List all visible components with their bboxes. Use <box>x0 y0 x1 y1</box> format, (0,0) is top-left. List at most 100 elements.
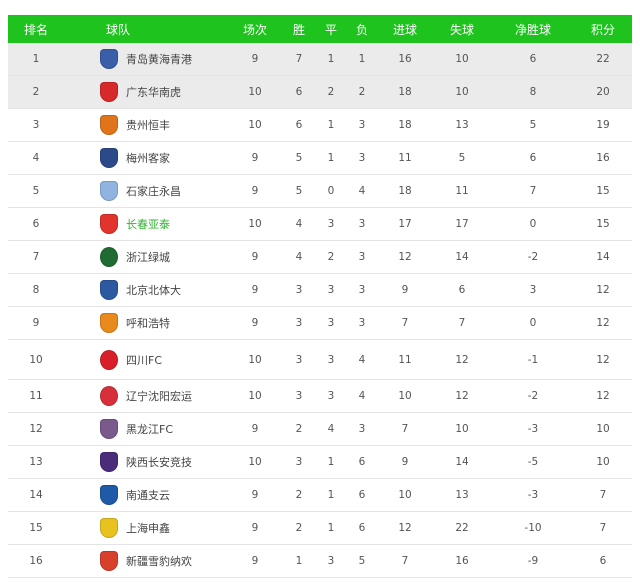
goals-for-cell: 18 <box>398 185 412 197</box>
table-row[interactable]: 13 10 3 1 6 9 14 -5 10 陕西长安竞技 <box>8 446 632 479</box>
losses-cell: 6 <box>358 489 366 501</box>
team-name[interactable]: 黑龙江FC <box>126 423 174 436</box>
team-cell: 青岛黄海青港 <box>100 43 192 75</box>
table-row[interactable]: 12 9 2 4 3 7 10 -3 10 黑龙江FC <box>8 413 632 446</box>
team-name[interactable]: 青岛黄海青港 <box>126 53 192 66</box>
team-name[interactable]: 梅州客家 <box>126 152 170 165</box>
table-row[interactable]: 7 9 4 2 3 12 14 -2 14 浙江绿城 <box>8 241 632 274</box>
rank-cell: 15 <box>29 522 43 534</box>
goals-against-cell: 14 <box>455 456 469 468</box>
header-goals-against[interactable]: 失球 <box>449 22 475 37</box>
team-name[interactable]: 长春亚泰 <box>126 218 170 231</box>
team-cell: 黑龙江FC <box>100 413 173 445</box>
table-row[interactable]: 15 9 2 1 6 12 22 -10 7 上海申鑫 <box>8 512 632 545</box>
table-row[interactable]: 16 9 1 3 5 7 16 -9 6 新疆雪豹纳欢 <box>8 545 632 578</box>
losses-cell: 3 <box>358 119 366 131</box>
team-name[interactable]: 贵州恒丰 <box>126 119 170 132</box>
team-name[interactable]: 呼和浩特 <box>126 317 170 330</box>
rank-cell: 1 <box>32 53 40 65</box>
goals-for-cell: 12 <box>398 522 412 534</box>
team-logo-icon <box>100 115 118 135</box>
header-draws[interactable]: 平 <box>324 22 338 37</box>
table-row[interactable]: 9 9 3 3 3 7 7 0 12 呼和浩特 <box>8 307 632 340</box>
wins-cell: 3 <box>295 390 303 402</box>
team-cell: 上海申鑫 <box>100 512 170 544</box>
team-logo-icon <box>100 247 118 267</box>
goal-diff-cell: 8 <box>529 86 537 98</box>
wins-cell: 5 <box>295 185 303 197</box>
losses-cell: 3 <box>358 152 366 164</box>
table-row[interactable]: 10 10 3 3 4 11 12 -1 12 四川FC <box>8 340 632 380</box>
losses-cell: 3 <box>358 251 366 263</box>
rank-cell: 13 <box>29 456 43 468</box>
goal-diff-cell: -1 <box>527 353 539 366</box>
points-cell: 15 <box>596 185 610 197</box>
played-cell: 9 <box>251 522 259 534</box>
draws-cell: 1 <box>327 152 335 164</box>
wins-cell: 6 <box>295 119 303 131</box>
played-cell: 10 <box>248 119 262 131</box>
table-row[interactable]: 6 10 4 3 3 17 17 0 15 长春亚泰 <box>8 208 632 241</box>
header-losses[interactable]: 负 <box>355 22 369 37</box>
team-name[interactable]: 南通支云 <box>126 489 170 502</box>
points-cell: 16 <box>596 152 610 164</box>
points-cell: 20 <box>596 86 610 98</box>
table-row[interactable]: 8 9 3 3 3 9 6 3 12 北京北体大 <box>8 274 632 307</box>
team-logo-icon <box>100 49 118 69</box>
table-row[interactable]: 14 9 2 1 6 10 13 -3 7 南通支云 <box>8 479 632 512</box>
table-row[interactable]: 4 9 5 1 3 11 5 6 16 梅州客家 <box>8 142 632 175</box>
team-logo-icon <box>100 518 118 538</box>
goals-for-cell: 10 <box>398 489 412 501</box>
draws-cell: 3 <box>327 390 335 402</box>
points-cell: 7 <box>599 489 607 501</box>
draws-cell: 3 <box>327 353 335 366</box>
points-cell: 10 <box>596 423 610 435</box>
goal-diff-cell: 7 <box>529 185 537 197</box>
team-name[interactable]: 陕西长安竞技 <box>126 456 192 469</box>
header-points[interactable]: 积分 <box>590 22 616 37</box>
goals-against-cell: 17 <box>455 218 469 230</box>
goal-diff-cell: 5 <box>529 119 537 131</box>
losses-cell: 4 <box>358 353 366 366</box>
points-cell: 15 <box>596 218 610 230</box>
team-name[interactable]: 四川FC <box>126 353 163 367</box>
rank-cell: 11 <box>29 390 43 402</box>
header-played[interactable]: 场次 <box>242 22 268 37</box>
draws-cell: 1 <box>327 119 335 131</box>
goals-for-cell: 9 <box>401 284 409 296</box>
team-cell: 陕西长安竞技 <box>100 446 192 478</box>
played-cell: 9 <box>251 152 259 164</box>
header-goals-for[interactable]: 进球 <box>392 22 418 37</box>
wins-cell: 7 <box>295 53 303 65</box>
header-team[interactable]: 球队 <box>106 22 131 37</box>
goals-for-cell: 11 <box>398 353 412 366</box>
played-cell: 9 <box>251 251 259 263</box>
points-cell: 14 <box>596 251 610 263</box>
goals-against-cell: 12 <box>455 353 469 366</box>
team-name[interactable]: 北京北体大 <box>126 284 181 297</box>
table-row[interactable]: 1 9 7 1 1 16 10 6 22 青岛黄海青港 <box>8 43 632 76</box>
table-row[interactable]: 3 10 6 1 3 18 13 5 19 贵州恒丰 <box>8 109 632 142</box>
table-row[interactable]: 11 10 3 3 4 10 12 -2 12 辽宁沈阳宏运 <box>8 380 632 413</box>
team-name[interactable]: 广东华南虎 <box>126 86 181 99</box>
team-name[interactable]: 浙江绿城 <box>126 251 170 264</box>
header-goal-diff[interactable]: 净胜球 <box>514 22 552 37</box>
points-cell: 6 <box>599 555 607 567</box>
played-cell: 9 <box>251 489 259 501</box>
table-row[interactable]: 2 10 6 2 2 18 10 8 20 广东华南虎 <box>8 76 632 109</box>
wins-cell: 2 <box>295 522 303 534</box>
team-name[interactable]: 新疆雪豹纳欢 <box>126 555 192 568</box>
draws-cell: 2 <box>327 251 335 263</box>
wins-cell: 2 <box>295 489 303 501</box>
header-rank[interactable]: 排名 <box>23 22 49 37</box>
table-row[interactable]: 5 9 5 0 4 18 11 7 15 石家庄永昌 <box>8 175 632 208</box>
goal-diff-cell: -3 <box>527 489 539 501</box>
played-cell: 9 <box>251 555 259 567</box>
team-name[interactable]: 辽宁沈阳宏运 <box>126 390 192 403</box>
losses-cell: 3 <box>358 218 366 230</box>
team-name[interactable]: 石家庄永昌 <box>126 185 181 198</box>
goal-diff-cell: 0 <box>529 218 537 230</box>
goal-diff-cell: -10 <box>524 522 542 534</box>
header-wins[interactable]: 胜 <box>292 22 306 37</box>
team-name[interactable]: 上海申鑫 <box>126 522 170 535</box>
